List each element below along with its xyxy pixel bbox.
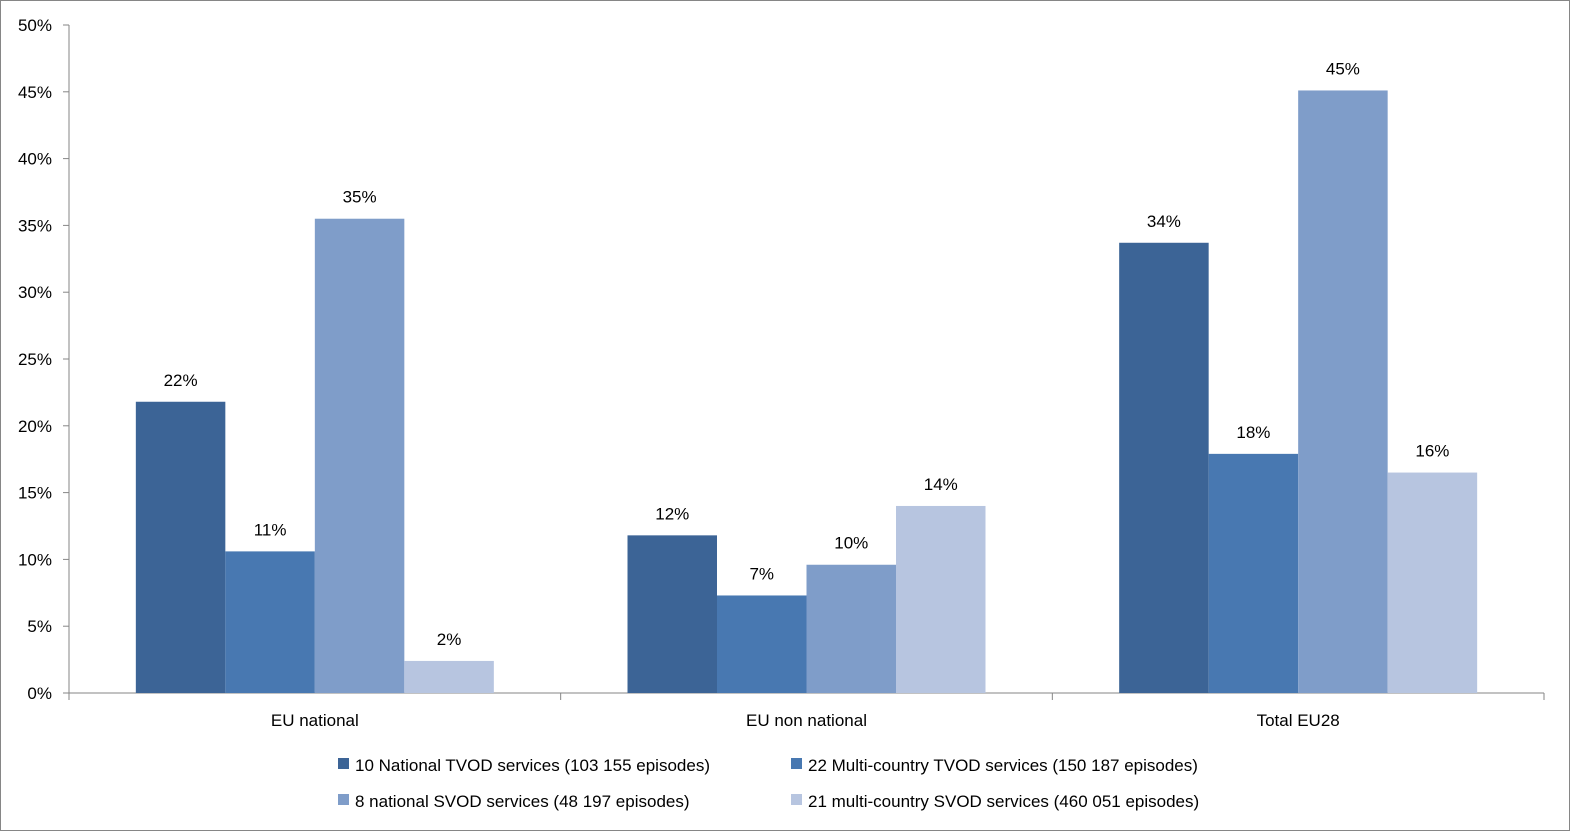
- y-tick-label: 25%: [18, 350, 52, 369]
- x-axis: EU national EU non national Total EU28: [68, 692, 1545, 730]
- data-label: 2%: [437, 630, 462, 649]
- bar: [225, 551, 315, 693]
- bar: [1119, 242, 1209, 693]
- legend-swatch: [338, 758, 349, 769]
- x-category-label: Total EU28: [1257, 711, 1340, 730]
- bar: [1208, 453, 1299, 693]
- data-label: 35%: [343, 188, 377, 207]
- data-label: 45%: [1326, 59, 1360, 78]
- bar: [314, 218, 405, 693]
- bar: [404, 660, 494, 693]
- bar: [717, 595, 807, 693]
- legend-swatch: [791, 794, 802, 805]
- y-tick-label: 50%: [18, 16, 52, 35]
- bar: [806, 564, 896, 693]
- legend-item: 22 Multi-country TVOD services (150 187 …: [791, 756, 1198, 775]
- y-tick-label: 35%: [18, 216, 52, 235]
- bars: [135, 90, 1478, 694]
- y-tick-label: 30%: [18, 283, 52, 302]
- y-tick-label: 5%: [27, 617, 52, 636]
- data-label: 34%: [1147, 212, 1181, 231]
- legend-swatch: [791, 758, 802, 769]
- y-tick-label: 0%: [27, 684, 52, 703]
- legend-item: 8 national SVOD services (48 197 episode…: [338, 792, 690, 811]
- y-axis: 0% 5% 10% 15% 20% 25% 30% 35% 40% 45% 50%: [18, 16, 70, 703]
- data-label: 10%: [834, 534, 868, 553]
- bar: [627, 535, 717, 693]
- y-tick-label: 15%: [18, 484, 52, 503]
- legend-label: 21 multi-country SVOD services (460 051 …: [808, 792, 1199, 811]
- legend-item: 10 National TVOD services (103 155 episo…: [338, 756, 710, 775]
- y-tick-label: 20%: [18, 417, 52, 436]
- data-label: 11%: [254, 520, 287, 539]
- x-category-label: EU national: [271, 711, 359, 730]
- data-label: 14%: [924, 475, 958, 494]
- legend-swatch: [338, 794, 349, 805]
- bar: [1387, 472, 1478, 693]
- legend-item: 21 multi-country SVOD services (460 051 …: [791, 792, 1199, 811]
- legend: 10 National TVOD services (103 155 episo…: [338, 756, 1199, 811]
- data-label: 7%: [749, 564, 774, 583]
- legend-label: 8 national SVOD services (48 197 episode…: [355, 792, 690, 811]
- y-tick-label: 40%: [18, 150, 52, 169]
- bar: [1298, 90, 1388, 694]
- data-label: 12%: [655, 504, 689, 523]
- data-label: 22%: [164, 371, 198, 390]
- y-tick-label: 10%: [18, 550, 52, 569]
- bar: [896, 505, 986, 693]
- data-label: 16%: [1415, 442, 1449, 461]
- x-category-label: EU non national: [746, 711, 867, 730]
- data-label: 18%: [1236, 423, 1270, 442]
- legend-label: 10 National TVOD services (103 155 episo…: [355, 756, 710, 775]
- y-tick-label: 45%: [18, 83, 52, 102]
- bar: [135, 401, 226, 693]
- legend-label: 22 Multi-country TVOD services (150 187 …: [808, 756, 1198, 775]
- data-labels: 22% 11% 35% 2% 12% 7% 10% 14% 34% 18% 45% 16%: [164, 59, 1450, 648]
